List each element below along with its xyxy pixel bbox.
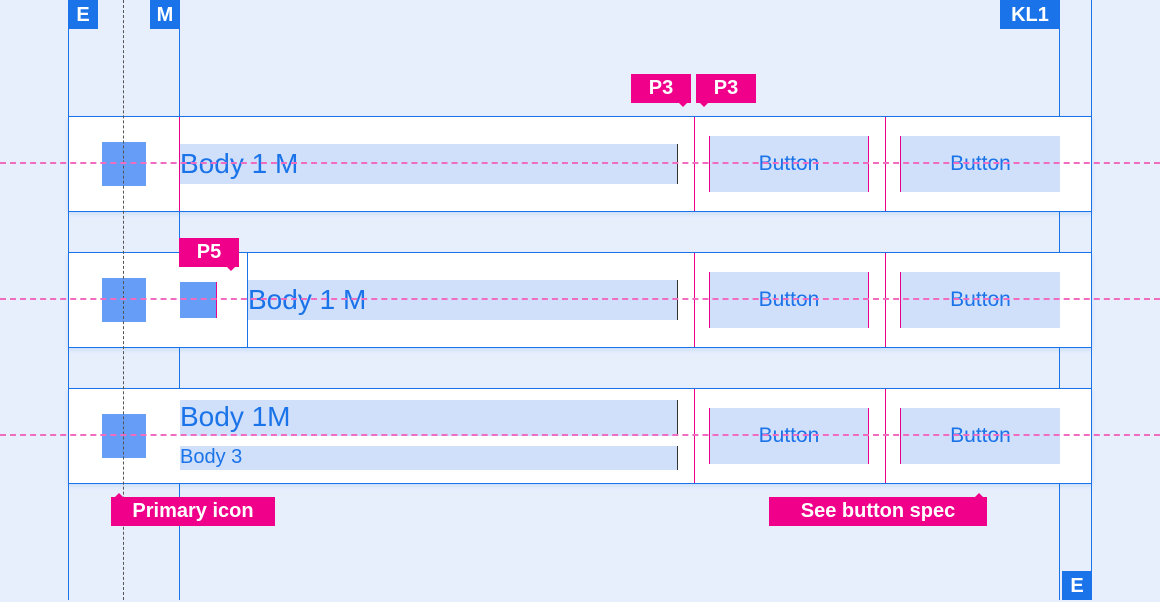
row-subtitle: Body 3: [180, 446, 678, 470]
divider: [694, 253, 695, 347]
keyline-tag: KL1: [1000, 0, 1060, 29]
primary-icon: [102, 278, 146, 322]
divider: [885, 117, 886, 211]
button-1[interactable]: Button: [709, 272, 869, 328]
button-2[interactable]: Button: [900, 272, 1060, 328]
row-title: Body 1 M: [180, 144, 678, 184]
margin-tag: M: [150, 0, 180, 29]
divider: [694, 117, 695, 211]
button-2[interactable]: Button: [900, 408, 1060, 464]
center-guide: [0, 298, 1160, 300]
divider: [885, 389, 886, 483]
row-title: Body 1M: [180, 400, 678, 436]
keyline: [247, 253, 248, 347]
center-guide: [0, 162, 1160, 164]
divider: [694, 389, 695, 483]
button-1[interactable]: Button: [709, 408, 869, 464]
left-edge-tag: E: [68, 0, 98, 29]
center-guide: [0, 434, 1160, 436]
padding-tag-p3: P3: [631, 74, 691, 107]
primary-icon: [102, 414, 146, 458]
divider: [885, 253, 886, 347]
icon-center-line: [123, 0, 124, 600]
button-2[interactable]: Button: [900, 136, 1060, 192]
row-title: Body 1 M: [248, 280, 678, 320]
padding-tag-p3: P3: [696, 74, 756, 107]
padding-tag-p5: P5: [179, 238, 239, 271]
secondary-icon: [180, 282, 217, 318]
primary-icon-annotation: Primary icon: [111, 493, 275, 526]
button-spec-annotation: See button spec: [769, 493, 987, 526]
button-1[interactable]: Button: [709, 136, 869, 192]
right-edge-tag: E: [1062, 571, 1092, 600]
primary-icon: [102, 142, 146, 186]
margin-marker: [179, 117, 180, 211]
